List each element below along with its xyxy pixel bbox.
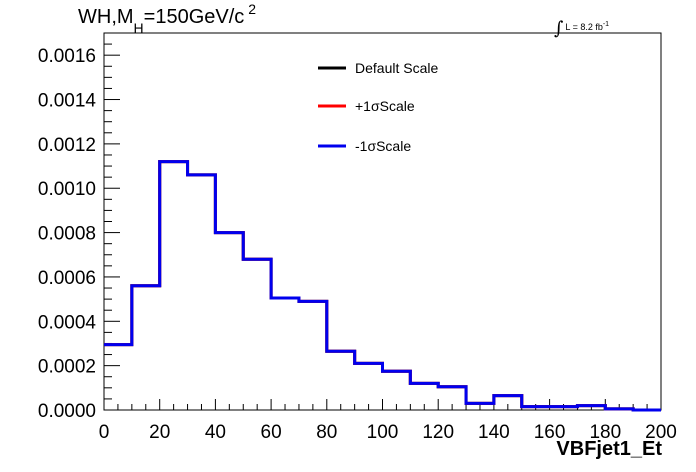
y-tick-label: 0.0014 — [38, 91, 97, 112]
series-default-scale — [104, 160, 661, 412]
y-tick-label: 0.0004 — [38, 312, 97, 333]
integral-symbol: ∫ — [554, 18, 564, 39]
legend-label: +1σScale — [355, 98, 415, 114]
x-tick-label: 200 — [645, 422, 677, 443]
y-tick-label: 0.0008 — [38, 224, 96, 245]
y-tick-label: 0.0010 — [38, 179, 96, 200]
legend-label: -1σScale — [355, 138, 411, 154]
x-tick-label: 40 — [205, 422, 226, 443]
x-tick-label: 0 — [99, 422, 110, 443]
title-superscript: 2 — [248, 1, 257, 17]
series-plus1sigma-scale — [104, 160, 661, 412]
title-subscript: H — [133, 20, 144, 36]
series-minus1sigma-scale — [104, 160, 661, 412]
x-tick-label: 100 — [367, 422, 399, 443]
y-tick-label: 0.0016 — [38, 46, 96, 67]
y-tick-label: 0.0002 — [38, 357, 96, 378]
y-tick-label: 0.0012 — [38, 135, 96, 156]
x-tick-label: 180 — [589, 422, 621, 443]
luminosity-text: L = 8.2 fb — [565, 22, 603, 32]
title-rest: =150GeV/c — [143, 6, 245, 28]
x-tick-label: 60 — [261, 422, 282, 443]
title-base: WH,M — [78, 6, 134, 28]
x-tick-label: 160 — [534, 422, 566, 443]
y-tick-label: 0.0006 — [38, 268, 96, 289]
x-axis-title: VBFjet1_Et — [556, 438, 662, 460]
x-tick-label: 20 — [149, 422, 170, 443]
y-tick-label: 0.0000 — [38, 401, 96, 422]
x-tick-label: 80 — [316, 422, 337, 443]
chart-title: WH,MH=150GeV/c 2 — [78, 1, 256, 36]
x-tick-label: 120 — [422, 422, 454, 443]
legend-label: Default Scale — [355, 60, 438, 76]
plot-frame — [103, 32, 662, 411]
luminosity-superscript: -1 — [602, 21, 610, 28]
x-tick-label: 140 — [478, 422, 510, 443]
luminosity-label: ∫ L = 8.2 fb-1 — [554, 14, 610, 39]
